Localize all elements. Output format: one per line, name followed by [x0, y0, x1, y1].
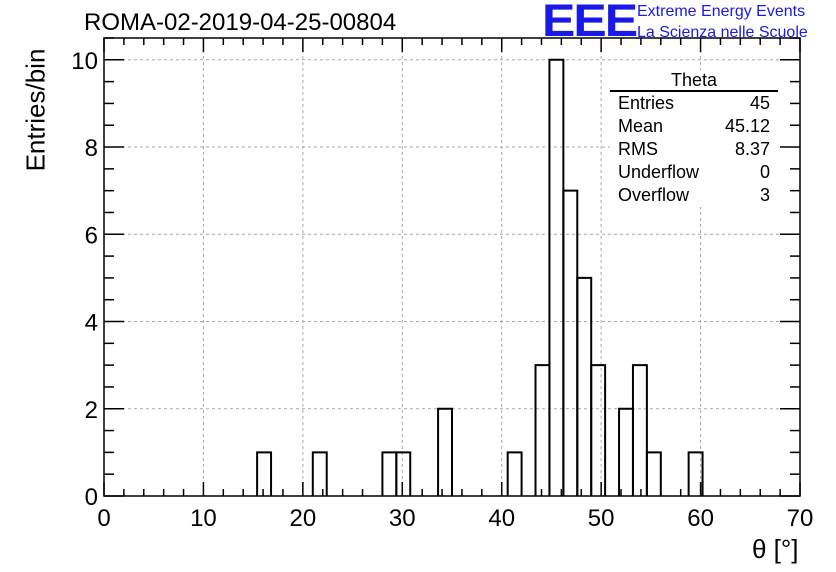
y-tick-label: 0	[85, 484, 98, 511]
stats-label: Mean	[618, 116, 664, 136]
stats-title: Theta	[610, 70, 778, 92]
histogram-bin	[548, 58, 565, 496]
axis-ticks	[103, 37, 801, 497]
stats-label: RMS	[618, 139, 658, 159]
x-axis-label: θ [°]	[752, 534, 799, 564]
y-tick-label: 6	[85, 222, 98, 249]
y-tick-label: 4	[85, 310, 98, 337]
logo-line-2: La Scienza nelle Scuole	[637, 24, 808, 41]
stats-row-overflow: Overflow 3	[610, 184, 778, 207]
x-tick-label: 30	[389, 505, 416, 532]
stats-label: Overflow	[618, 185, 690, 205]
x-tick-label: 50	[588, 505, 615, 532]
y-tick-label: 2	[85, 397, 98, 424]
logo-line-1: Extreme Energy Events	[637, 3, 806, 20]
x-tick-label: 0	[97, 505, 110, 532]
stats-value: 45	[749, 93, 770, 113]
histogram-bin	[256, 451, 273, 496]
stats-label: Entries	[618, 93, 675, 113]
histogram-bin	[562, 189, 579, 496]
stats-row-underflow: Underflow 0	[610, 161, 778, 184]
histogram-outline	[256, 58, 704, 496]
stats-value: 45.12	[724, 116, 770, 136]
histogram-bin	[687, 451, 704, 496]
histogram-bin	[381, 451, 398, 496]
plot-frame	[103, 37, 801, 497]
eee-logo: EEE	[542, 0, 638, 46]
y-axis-label: Entries/bin	[20, 48, 51, 172]
stats-label: Underflow	[618, 162, 700, 182]
histogram-bin	[395, 451, 412, 496]
stats-value: 3	[759, 185, 770, 205]
histogram-bin	[311, 451, 328, 496]
histogram-bin	[506, 451, 523, 496]
x-tick-label: 20	[290, 505, 317, 532]
histogram-bin	[590, 364, 607, 496]
histogram-bin	[618, 407, 634, 496]
x-tick-label: 70	[787, 505, 814, 532]
stats-box: Theta Entries 45 Mean 45.12 RMS 8.37 Und…	[610, 70, 778, 207]
stats-row-mean: Mean 45.12	[610, 115, 778, 138]
y-tick-label: 10	[71, 48, 98, 75]
stats-value: 0	[759, 162, 770, 182]
stats-row-rms: RMS 8.37	[610, 138, 778, 161]
stats-row-entries: Entries 45	[610, 92, 778, 115]
x-tick-label: 60	[687, 505, 714, 532]
stats-value: 8.37	[734, 139, 770, 159]
histogram-bin	[437, 407, 453, 496]
histogram-bin	[534, 364, 551, 496]
x-tick-label: 40	[488, 505, 515, 532]
y-tick-label: 8	[85, 135, 98, 162]
histogram-bin	[576, 276, 593, 496]
histogram-bin	[645, 451, 662, 496]
histogram-bin	[631, 364, 648, 496]
x-tick-label: 10	[190, 505, 217, 532]
run-title: ROMA-02-2019-04-25-00804	[84, 9, 397, 36]
